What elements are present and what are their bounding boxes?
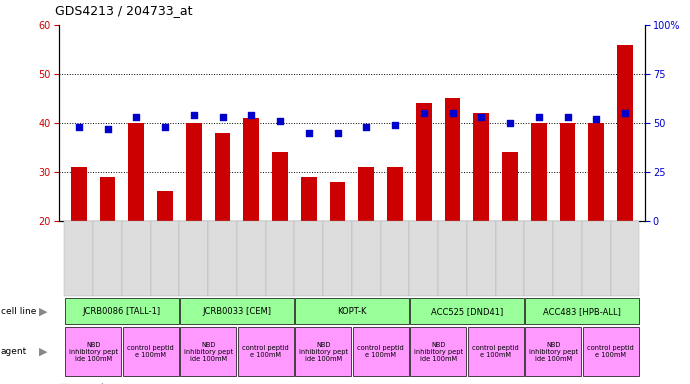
Point bbox=[246, 112, 257, 118]
Text: JCRB0033 [CEM]: JCRB0033 [CEM] bbox=[202, 307, 271, 316]
Point bbox=[304, 130, 315, 136]
Text: GDS4213 / 204733_at: GDS4213 / 204733_at bbox=[55, 4, 193, 17]
Point bbox=[533, 114, 544, 120]
Text: control peptid
e 100mM: control peptid e 100mM bbox=[357, 345, 404, 358]
Bar bbox=[589, 123, 604, 221]
Text: NBD
inhibitory pept
ide 100mM: NBD inhibitory pept ide 100mM bbox=[413, 342, 463, 362]
Bar bbox=[99, 177, 115, 221]
Text: cell line: cell line bbox=[1, 307, 36, 316]
Bar bbox=[444, 98, 460, 221]
Bar bbox=[215, 133, 230, 221]
Bar bbox=[560, 123, 575, 221]
Point bbox=[591, 116, 602, 122]
Point bbox=[418, 110, 429, 116]
Bar bbox=[128, 123, 144, 221]
Bar bbox=[71, 167, 87, 221]
Point bbox=[159, 124, 170, 130]
Point bbox=[361, 124, 372, 130]
Bar bbox=[330, 182, 346, 221]
Bar bbox=[186, 123, 201, 221]
Bar bbox=[157, 192, 173, 221]
Text: control peptid
e 100mM: control peptid e 100mM bbox=[242, 345, 289, 358]
Text: ▶: ▶ bbox=[39, 306, 48, 316]
Text: count: count bbox=[79, 383, 105, 384]
Bar bbox=[301, 177, 317, 221]
Point bbox=[131, 114, 142, 120]
Point bbox=[332, 130, 343, 136]
Text: NBD
inhibitory pept
ide 100mM: NBD inhibitory pept ide 100mM bbox=[299, 342, 348, 362]
Text: KOPT-K: KOPT-K bbox=[337, 307, 366, 316]
Bar bbox=[272, 152, 288, 221]
Bar bbox=[387, 167, 403, 221]
Text: ACC483 [HPB-ALL]: ACC483 [HPB-ALL] bbox=[543, 307, 621, 316]
Bar bbox=[617, 45, 633, 221]
Point bbox=[188, 112, 199, 118]
Text: NBD
inhibitory pept
ide 100mM: NBD inhibitory pept ide 100mM bbox=[68, 342, 118, 362]
Bar bbox=[416, 103, 432, 221]
Point bbox=[390, 122, 401, 128]
Point bbox=[73, 124, 84, 130]
Point bbox=[275, 118, 286, 124]
Text: NBD
inhibitory pept
ide 100mM: NBD inhibitory pept ide 100mM bbox=[529, 342, 578, 362]
Bar bbox=[358, 167, 374, 221]
Point bbox=[504, 120, 515, 126]
Text: ACC525 [DND41]: ACC525 [DND41] bbox=[431, 307, 503, 316]
Point bbox=[102, 126, 113, 132]
Bar bbox=[244, 118, 259, 221]
Text: control peptid
e 100mM: control peptid e 100mM bbox=[472, 345, 519, 358]
Text: ■: ■ bbox=[59, 383, 69, 384]
Point bbox=[447, 110, 458, 116]
Point bbox=[562, 114, 573, 120]
Text: control peptid
e 100mM: control peptid e 100mM bbox=[587, 345, 634, 358]
Bar bbox=[502, 152, 518, 221]
Text: control peptid
e 100mM: control peptid e 100mM bbox=[127, 345, 174, 358]
Bar bbox=[531, 123, 546, 221]
Text: NBD
inhibitory pept
ide 100mM: NBD inhibitory pept ide 100mM bbox=[184, 342, 233, 362]
Point bbox=[476, 114, 487, 120]
Bar bbox=[473, 113, 489, 221]
Point bbox=[620, 110, 631, 116]
Point bbox=[217, 114, 228, 120]
Text: ▶: ▶ bbox=[39, 347, 48, 357]
Text: agent: agent bbox=[1, 347, 27, 356]
Text: JCRB0086 [TALL-1]: JCRB0086 [TALL-1] bbox=[83, 307, 161, 316]
